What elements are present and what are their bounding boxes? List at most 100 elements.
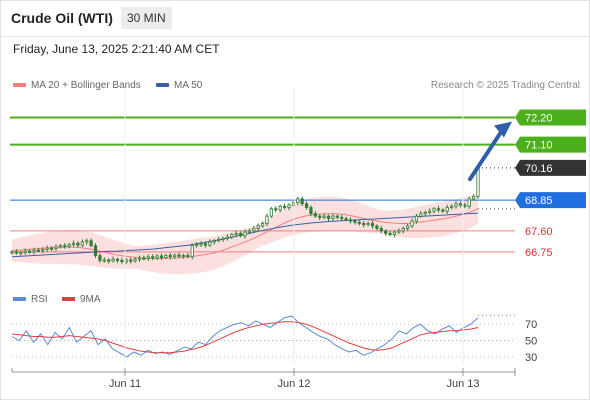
- candle: [441, 209, 445, 212]
- level-label: 72.20: [525, 113, 553, 125]
- candle: [142, 257, 146, 260]
- forecast-arrowhead: [494, 121, 512, 138]
- candle: [265, 215, 269, 224]
- candle: [419, 213, 423, 217]
- candle: [256, 225, 260, 229]
- candle: [322, 215, 326, 218]
- candle: [252, 228, 256, 232]
- candle: [366, 223, 370, 226]
- candle: [85, 240, 89, 243]
- candle: [375, 225, 379, 229]
- research-credit: Research © 2025 Trading Central: [430, 80, 580, 91]
- instrument-title: Crude Oil (WTI): [11, 10, 113, 26]
- candle: [296, 198, 300, 203]
- candle: [445, 207, 449, 212]
- candle: [23, 250, 27, 253]
- candle: [217, 239, 221, 242]
- candle: [102, 259, 106, 262]
- candle: [225, 236, 230, 239]
- legend-ma20: MA 20 + Bollinger Bands: [13, 80, 141, 91]
- candle: [146, 256, 150, 259]
- candle: [181, 255, 186, 258]
- candle: [247, 230, 251, 233]
- candle: [177, 254, 181, 257]
- candle: [357, 221, 361, 224]
- candle: [129, 259, 133, 262]
- candle: [472, 195, 476, 200]
- candle: [190, 245, 194, 258]
- level-label: 66.75: [525, 247, 553, 259]
- candle: [463, 204, 467, 207]
- candle: [234, 232, 238, 235]
- candle: [423, 212, 427, 215]
- candle: [67, 244, 71, 247]
- candle: [63, 245, 67, 248]
- candle: [326, 215, 331, 219]
- legend-rsi: RSI: [13, 294, 48, 305]
- candle: [212, 240, 216, 243]
- candle: [428, 210, 432, 213]
- candle: [353, 220, 357, 223]
- candle: [151, 256, 155, 259]
- candle: [313, 213, 317, 217]
- timeframe-selector[interactable]: 30 MIN: [121, 7, 172, 29]
- candle: [379, 228, 383, 232]
- legend-9ma-label: 9MA: [80, 294, 101, 305]
- candle: [335, 215, 339, 218]
- candle: [32, 249, 36, 253]
- candle: [10, 251, 14, 254]
- candle: [291, 202, 295, 206]
- candle: [304, 203, 309, 208]
- chart-header: Crude Oil (WTI) 30 MIN: [0, 0, 590, 37]
- candle: [107, 259, 111, 262]
- candle: [164, 255, 168, 258]
- candle: [115, 258, 120, 261]
- level-label: 70.16: [525, 163, 553, 175]
- level-label: 67.60: [525, 226, 553, 238]
- rsi-level-label: 70: [525, 319, 537, 331]
- rsi-swatch: [13, 297, 26, 302]
- candle: [278, 205, 282, 211]
- rsi-level-label: 30: [525, 352, 537, 364]
- candle: [410, 220, 414, 227]
- candle: [476, 167, 480, 197]
- candle: [173, 254, 177, 258]
- level-label: 71.10: [525, 140, 553, 152]
- candle: [309, 207, 313, 215]
- candle: [370, 223, 375, 227]
- candle: [269, 208, 273, 217]
- rsi-ma9-line: [11, 321, 479, 354]
- candle: [344, 218, 348, 221]
- x-tick-label: Jun 13: [446, 378, 479, 390]
- candle: [340, 216, 344, 219]
- candle: [45, 247, 49, 250]
- candle: [168, 255, 172, 258]
- candle: [432, 208, 436, 212]
- candle: [203, 243, 208, 246]
- level-tag: [515, 192, 586, 209]
- candle: [159, 255, 164, 258]
- candle: [274, 208, 278, 211]
- candle: [199, 243, 203, 246]
- candle: [98, 255, 102, 261]
- candle: [230, 234, 234, 238]
- candle: [221, 237, 225, 240]
- candle: [120, 260, 124, 263]
- forecast-arrow: [468, 128, 504, 182]
- candle: [392, 231, 397, 235]
- candle: [14, 251, 18, 254]
- candle: [287, 204, 291, 208]
- rsi-level-label: 50: [525, 336, 537, 348]
- candle: [93, 245, 98, 256]
- candle: [155, 255, 159, 259]
- candle: [195, 244, 199, 247]
- level-tag: [515, 109, 586, 126]
- candle: [27, 250, 32, 253]
- candle: [331, 215, 335, 219]
- candle: [80, 241, 84, 246]
- candle: [49, 247, 54, 250]
- rsi-line: [11, 315, 479, 358]
- candle: [133, 258, 137, 262]
- candle: [19, 252, 23, 255]
